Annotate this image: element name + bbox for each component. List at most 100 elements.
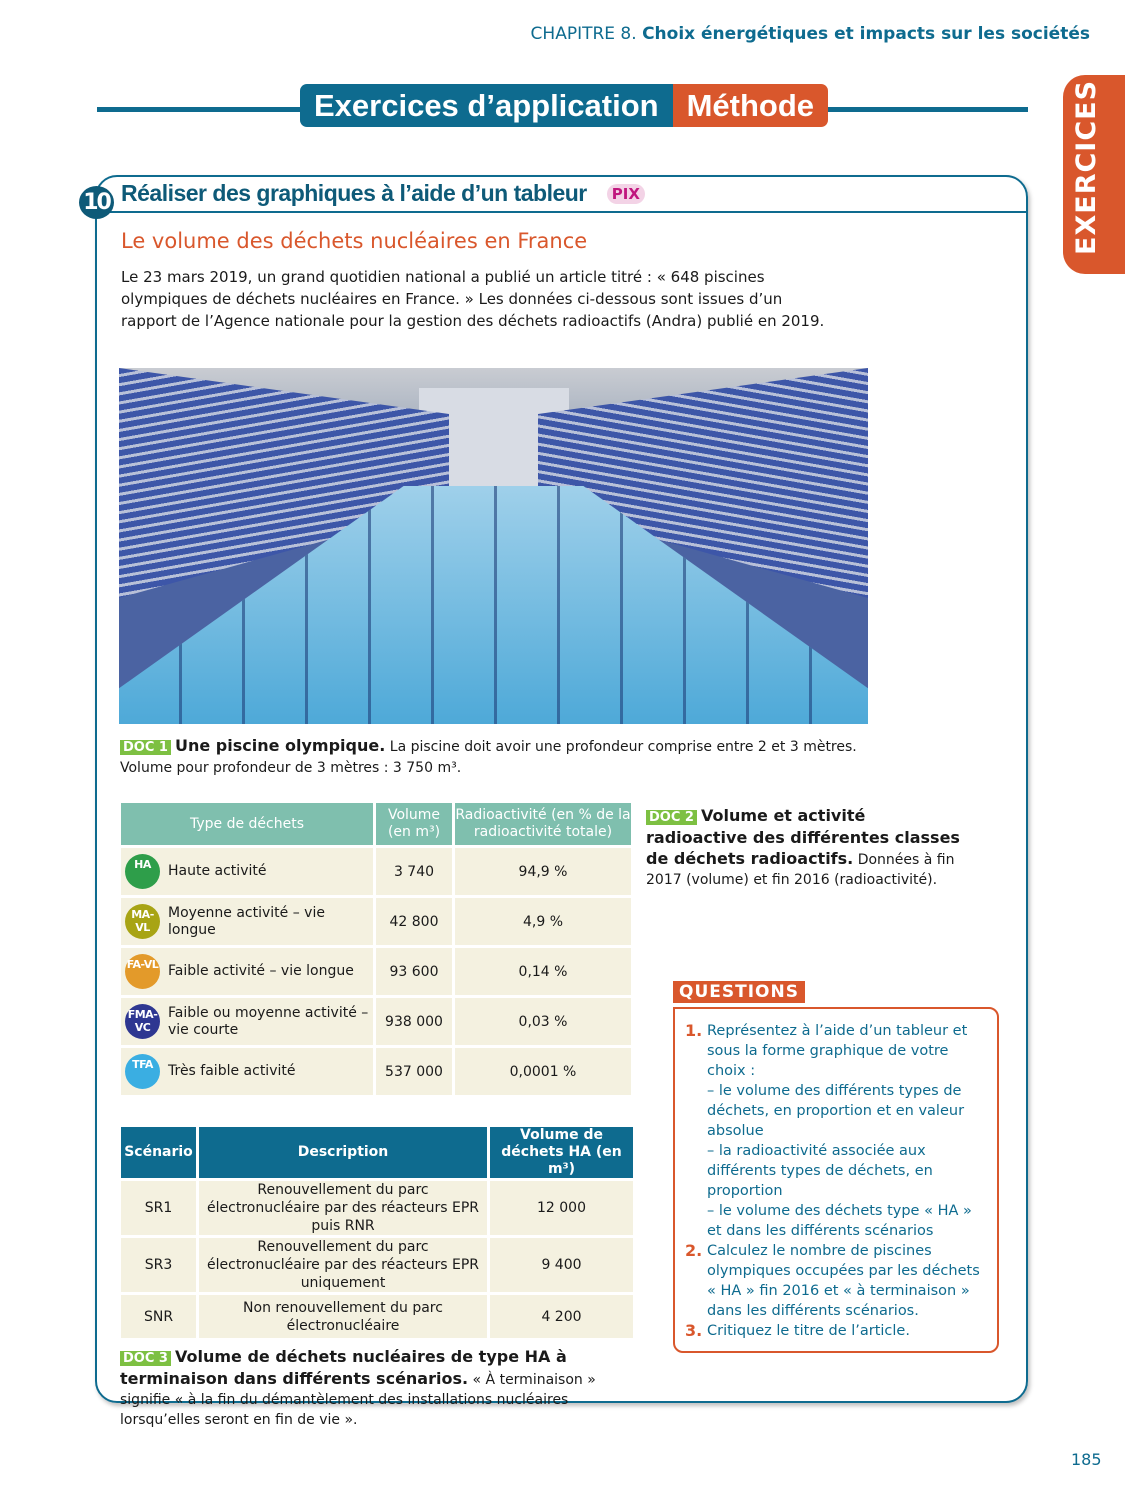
waste-class-badge: FMA-VC — [125, 1004, 160, 1039]
doc2-tag: DOC 2 — [646, 810, 697, 825]
question-text: Représentez à l’aide d’un tableur et sou… — [707, 1023, 968, 1079]
ha-volume-cell: 12 000 — [490, 1181, 633, 1235]
exercise-heading: Réaliser des graphiques à l’aide d’un ta… — [121, 180, 645, 207]
table-row: TFA Très faible activité 537 000 0,0001 % — [121, 1048, 631, 1095]
activity-cell: 0,14 % — [455, 948, 631, 995]
table-row: SR3 Renouvellement du parc électronucléai… — [121, 1238, 633, 1292]
question-item: 2. Calculez le nombre de piscines olympiq… — [685, 1241, 989, 1321]
ha-volume-cell: 9 400 — [490, 1238, 633, 1292]
question-number: 3. — [685, 1321, 703, 1340]
volume-cell: 537 000 — [376, 1048, 452, 1095]
chapter-header: CHAPITRE 8. Choix énergétiques et impact… — [531, 24, 1090, 44]
table-row: FMA-VC Faible ou moyenne activité – vie c… — [121, 998, 631, 1045]
ha-volume-cell: 4 200 — [490, 1295, 633, 1338]
page-number: 185 — [1071, 1450, 1102, 1469]
description-cell: Renouvellement du parc électronucléaire … — [199, 1238, 487, 1292]
intro-text: Le 23 mars 2019, un grand quotidien nati… — [121, 268, 825, 330]
description-cell: Non renouvellement du parc électronucléa… — [199, 1295, 487, 1338]
question-item: 3. Critiquez le titre de l’article. — [685, 1321, 989, 1341]
exercise-number: 10 — [79, 186, 114, 219]
question-subitem: – la radioactivité associée aux différen… — [707, 1143, 933, 1199]
table1-header-volume: Volume (en m³) — [376, 803, 452, 845]
table-row: SNR Non renouvellement du parc électronuc… — [121, 1295, 633, 1338]
doc1-caption: DOC 1 Une piscine olympique. La piscine d… — [120, 736, 860, 778]
waste-type-cell: MA-VL Moyenne activité – vie longue — [121, 898, 373, 945]
waste-type-wrap: FA-VL Faible activité – vie longue — [121, 954, 373, 989]
waste-class-badge: HA — [125, 854, 160, 889]
doc3-text: « À terminaison » signifie « à la fin du… — [120, 1372, 596, 1428]
waste-type-label: Haute activité — [168, 863, 267, 879]
side-tab-label: EXERCICES — [1071, 79, 1102, 255]
pix-badge: PIX — [606, 183, 645, 204]
chapter-title: Choix énergétiques et impacts sur les so… — [642, 24, 1090, 44]
waste-type-label: Moyenne activité – vie longue — [168, 904, 325, 938]
doc3-tag: DOC 3 — [120, 1351, 171, 1366]
table2-header-volume: Volume de déchets HA (en m³) — [490, 1127, 633, 1178]
documents-column: DOC 1 Une piscine olympique. La piscine d… — [118, 736, 863, 1430]
heading-divider — [97, 211, 1027, 213]
question-text: Critiquez le titre de l’article. — [707, 1323, 910, 1339]
table2-header-scenario: Scénario — [121, 1127, 196, 1178]
question-body: Critiquez le titre de l’article. — [707, 1321, 910, 1341]
question-number: 2. — [685, 1241, 703, 1260]
volume-cell: 42 800 — [376, 898, 452, 945]
banner-tag: Méthode — [672, 84, 829, 127]
doc2-caption: DOC 2 Volume et activité radioactive des … — [646, 806, 966, 890]
chapter-number: CHAPITRE 8. — [530, 24, 637, 44]
waste-class-badge: FA-VL — [125, 954, 160, 989]
description-cell: Renouvellement du parc électronucléaire … — [199, 1181, 487, 1235]
volume-cell: 3 740 — [376, 848, 452, 895]
waste-type-label: Très faible activité — [168, 1063, 296, 1079]
section-banner: Exercices d’application Méthode — [300, 84, 829, 127]
doc1-text: La piscine doit avoir une profondeur com… — [120, 739, 857, 776]
activity-cell: 0,0001 % — [455, 1048, 631, 1095]
doc1-tag: DOC 1 — [120, 740, 171, 755]
questions-box: 1. Représentez à l’aide d’un tableur et s… — [673, 1007, 999, 1353]
waste-type-wrap: MA-VL Moyenne activité – vie longue — [121, 904, 373, 939]
doc3-title: Volume de déchets nucléaires de type HA … — [120, 1347, 567, 1388]
scenario-cell: SR3 — [121, 1238, 196, 1292]
scenario-cell: SR1 — [121, 1181, 196, 1235]
waste-class-badge: MA-VL — [125, 904, 160, 939]
scenario-cell: SNR — [121, 1295, 196, 1338]
olympic-pool-photo — [119, 368, 868, 724]
table1-header-activity: Radioactivité (en % de la radioactivité … — [455, 803, 631, 845]
waste-type-wrap: FMA-VC Faible ou moyenne activité – vie c… — [121, 1004, 373, 1039]
question-number: 1. — [685, 1021, 703, 1040]
questions-label: QUESTIONS — [673, 981, 805, 1003]
doc3-caption: DOC 3 Volume de déchets nucléaires de typ… — [120, 1347, 640, 1430]
waste-type-label: Faible activité – vie longue — [168, 963, 354, 979]
exercise-frame — [95, 175, 1028, 1403]
side-tab: EXERCICES — [1063, 75, 1125, 274]
activity-cell: 4,9 % — [455, 898, 631, 945]
doc2-text: Données à fin 2017 (volume) et fin 2016 … — [646, 852, 955, 888]
table-row: FA-VL Faible activité – vie longue 93 600 0… — [121, 948, 631, 995]
volume-cell: 938 000 — [376, 998, 452, 1045]
question-subitem: – le volume des déchets type « HA » et d… — [707, 1203, 972, 1239]
volume-cell: 93 600 — [376, 948, 452, 995]
question-body: Représentez à l’aide d’un tableur et sou… — [707, 1021, 989, 1241]
waste-type-cell: FMA-VC Faible ou moyenne activité – vie c… — [121, 998, 373, 1045]
doc2-title: Volume et activité radioactive des diffé… — [646, 806, 960, 868]
waste-type-wrap: TFA Très faible activité — [121, 1054, 373, 1089]
table-row: MA-VL Moyenne activité – vie longue 42 800… — [121, 898, 631, 945]
banner-title: Exercices d’application — [300, 84, 673, 127]
waste-type-cell: TFA Très faible activité — [121, 1048, 373, 1095]
question-text: Calculez le nombre de piscines olympique… — [707, 1243, 980, 1319]
question-item: 1. Représentez à l’aide d’un tableur et s… — [685, 1021, 989, 1241]
exercise-title: Réaliser des graphiques à l’aide d’un ta… — [121, 180, 587, 206]
scenarios-table: Scénario Description Volume de déchets H… — [118, 1124, 636, 1341]
waste-type-cell: HA Haute activité — [121, 848, 373, 895]
table2-header-description: Description — [199, 1127, 487, 1178]
table-row: SR1 Renouvellement du parc électronucléai… — [121, 1181, 633, 1235]
activity-cell: 0,03 % — [455, 998, 631, 1045]
waste-types-table: Type de déchets Volume (en m³) Radioacti… — [118, 800, 634, 1098]
doc1-title: Une piscine olympique. — [174, 736, 386, 755]
table1-header-type: Type de déchets — [121, 803, 373, 845]
waste-type-label: Faible ou moyenne activité – vie courte — [168, 1004, 369, 1038]
exercise-subtitle: Le volume des déchets nucléaires en Fran… — [121, 229, 588, 253]
question-subitem: – le volume des différents types de déch… — [707, 1083, 965, 1139]
activity-cell: 94,9 % — [455, 848, 631, 895]
waste-class-badge: TFA — [125, 1054, 160, 1089]
waste-type-wrap: HA Haute activité — [121, 854, 373, 889]
